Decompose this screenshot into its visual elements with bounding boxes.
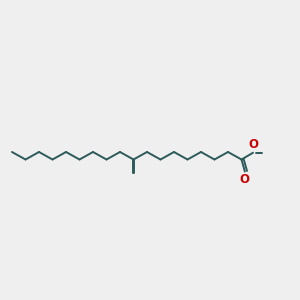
Text: O: O bbox=[248, 138, 258, 151]
Text: O: O bbox=[240, 173, 250, 186]
